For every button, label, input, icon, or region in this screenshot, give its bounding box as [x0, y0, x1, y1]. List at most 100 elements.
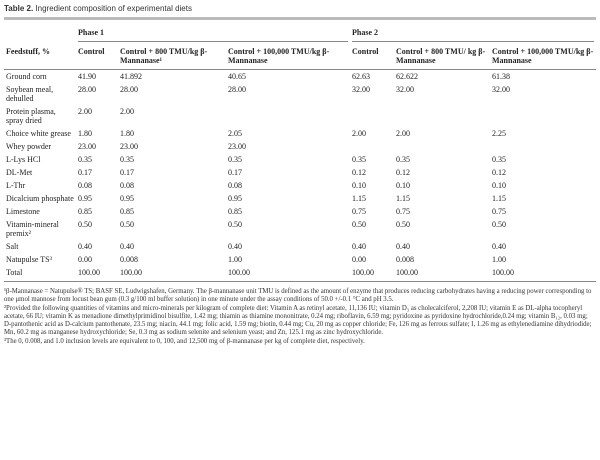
cell-value: 0.40	[396, 242, 410, 251]
row-label: Protein plasma, spray dried	[6, 107, 56, 125]
cell-value: 62.622	[396, 72, 418, 81]
cell-value: 0.95	[78, 194, 92, 203]
cell-value: 2.25	[492, 129, 506, 138]
cell-value: 100.00	[490, 266, 596, 282]
column-header: Control + 800 TMU/ kg β-Mannanase	[394, 45, 490, 70]
blank	[4, 26, 76, 45]
cell-value: 1.15	[492, 194, 506, 203]
cell-value: 0.17	[120, 168, 134, 177]
row-label: L-Thr	[6, 181, 26, 190]
row-label: Choice white grease	[6, 129, 71, 138]
cell-value: 0.12	[352, 168, 366, 177]
cell-value: 0.008	[120, 255, 138, 264]
cell-value: 0.40	[492, 242, 506, 251]
caption-label: Table 2.	[4, 4, 34, 13]
cell-value: 0.08	[120, 181, 134, 190]
cell-value: 2.00	[396, 129, 410, 138]
table-body: Ground corn 41.90 41.892 40.65 62.63 62.622 61…	[4, 70, 596, 282]
cell-value: 40.65	[228, 72, 246, 81]
phase-header: Phase 1	[76, 26, 350, 45]
row-label: Soybean meal, dehulled	[6, 85, 54, 103]
table-row: Dicalcium phosphate 0.95 0.95 0.95 1.15 1.15 1…	[4, 192, 596, 205]
footnote: ²Provided the following quantities of vi…	[4, 305, 592, 336]
cell-value: 100.00	[394, 266, 490, 282]
cell-value: 28.00	[120, 85, 138, 94]
cell-value: 32.00	[492, 85, 510, 94]
column-header: Control	[76, 45, 118, 70]
cell-value: 0.75	[352, 207, 366, 216]
cell-value: 0.75	[492, 207, 506, 216]
cell-value: 0.35	[492, 155, 506, 164]
cell-value: 1.00	[228, 255, 242, 264]
caption-title: Ingredient composition of experimental d…	[35, 4, 192, 13]
cell-value: 0.12	[492, 168, 506, 177]
cell-value: 0.50	[492, 220, 506, 229]
cell-value: 100.00	[76, 266, 118, 282]
cell-value: 0.17	[78, 168, 92, 177]
cell-value: 32.00	[352, 85, 370, 94]
cell-value: 0.50	[228, 220, 242, 229]
cell-value: 0.50	[396, 220, 410, 229]
cell-value: 23.00	[120, 142, 138, 151]
cell-value: 62.63	[352, 72, 370, 81]
table-row: Salt 0.40 0.40 0.40 0.40 0.40 0.40	[4, 240, 596, 253]
cell-value: 0.95	[120, 194, 134, 203]
column-header: Control + 100,000 TMU/kg β-Mannanase	[226, 45, 350, 70]
column-header: Control	[350, 45, 394, 70]
cell-value: 0.50	[120, 220, 134, 229]
cell-value: 0.00	[78, 255, 92, 264]
cell-value: 0.08	[78, 181, 92, 190]
table-caption: Table 2. Ingredient composition of exper…	[4, 4, 596, 20]
cell-value: 1.80	[78, 129, 92, 138]
table-row: Vitamin-mineral premix² 0.50 0.50 0.50 0.50 0…	[4, 218, 596, 240]
cell-value: 100.00	[350, 266, 394, 282]
column-header-row: Feedstuff, % Control Control + 800 TMU/kg …	[4, 45, 596, 70]
cell-value: 32.00	[396, 85, 414, 94]
cell-value: 0.95	[228, 194, 242, 203]
cell-value: 0.85	[78, 207, 92, 216]
row-label: Limestone	[6, 207, 40, 216]
empty-cell	[490, 105, 596, 127]
footnote: ¹β-Mannanase = Natupulse® TS; BASF SE, L…	[4, 288, 592, 303]
cell-value: 28.00	[78, 85, 96, 94]
cell-value: 2.00	[120, 107, 134, 116]
row-label: Whey powder	[6, 142, 52, 151]
phase-label: Phase 1	[78, 28, 348, 42]
cell-value: 0.75	[396, 207, 410, 216]
cell-value: 0.10	[396, 181, 410, 190]
diet-table: Phase 1 Phase 2 Feedstuff, % Control Contr…	[4, 26, 596, 282]
cell-value: 61.38	[492, 72, 510, 81]
table-row: Natupulse TS³ 0.00 0.008 1.00 0.00 0.008 1.00	[4, 253, 596, 266]
table-row: Whey powder 23.00 23.00 23.00	[4, 140, 596, 153]
cell-value: 0.40	[352, 242, 366, 251]
phase-header: Phase 2	[350, 26, 596, 45]
cell-value: 0.35	[228, 155, 242, 164]
footnote: ³The 0, 0.008, and 1.0 inclusion levels …	[4, 338, 365, 345]
cell-value: 0.08	[228, 181, 242, 190]
cell-value: 0.008	[396, 255, 414, 264]
row-label: Natupulse TS³	[6, 255, 53, 264]
cell-value: 41.892	[120, 72, 142, 81]
row-label: Vitamin-mineral premix²	[6, 220, 59, 238]
table-row: Choice white grease 1.80 1.80 2.05 2.00 2.00 2…	[4, 127, 596, 140]
cell-value: 0.35	[120, 155, 134, 164]
row-label: Ground corn	[6, 72, 47, 81]
cell-value: 1.80	[120, 129, 134, 138]
empty-cell	[350, 105, 394, 127]
cell-value: 28.00	[228, 85, 246, 94]
cell-value: 0.85	[120, 207, 134, 216]
row-label: Dicalcium phosphate	[6, 194, 74, 203]
column-header: Feedstuff, %	[4, 45, 76, 70]
phase-label: Phase 2	[352, 28, 594, 42]
table-row: Limestone 0.85 0.85 0.85 0.75 0.75 0.75	[4, 205, 596, 218]
table-row: DL-Met 0.17 0.17 0.17 0.12 0.12 0.12	[4, 166, 596, 179]
cell-value: 0.50	[352, 220, 366, 229]
table-row: Protein plasma, spray dried 2.00 2.00	[4, 105, 596, 127]
cell-value: 0.10	[492, 181, 506, 190]
cell-value: 0.00	[352, 255, 366, 264]
cell-value: 23.00	[228, 142, 246, 151]
empty-cell	[226, 105, 350, 127]
cell-value: 0.35	[78, 155, 92, 164]
table-row: Ground corn 41.90 41.892 40.65 62.63 62.622 61…	[4, 70, 596, 84]
